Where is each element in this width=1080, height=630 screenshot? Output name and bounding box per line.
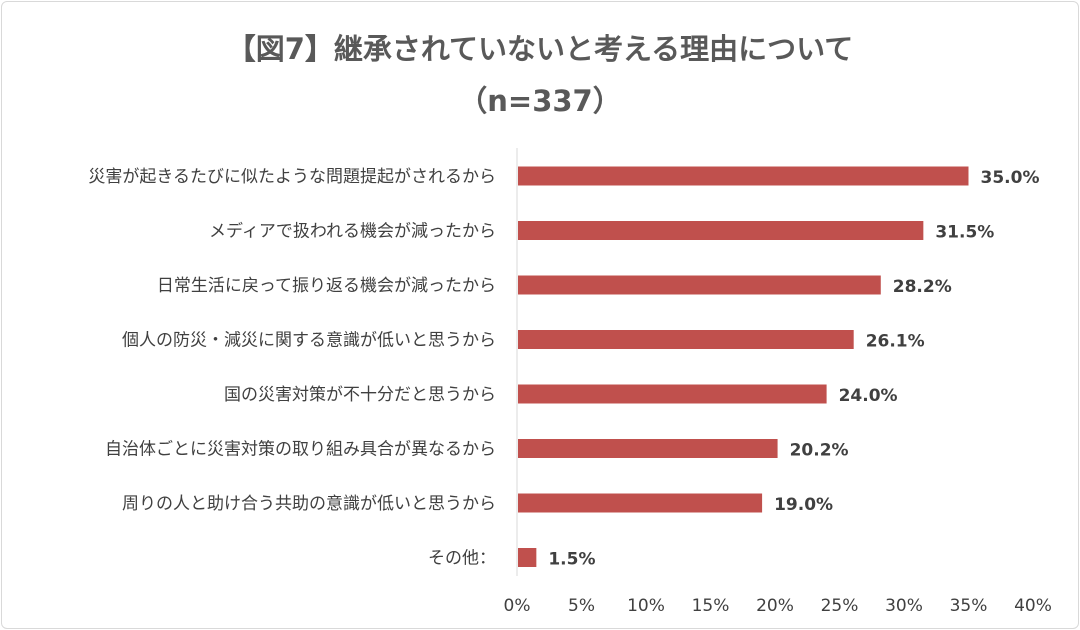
chart-title: 【図7】継承されていないと考える理由について [226,32,854,66]
bar [518,493,763,513]
bar [518,330,854,349]
category-label: その他： [428,549,496,569]
x-tick-label: 10% [627,596,665,616]
x-tick-label: 15% [692,596,730,616]
category-label: 日常生活に戻って振り返る機会が減ったから [157,276,496,296]
category-label: 周りの人と助け合う共助の意識が低いと思うから [122,494,496,514]
data-label: 19.0% [774,495,833,515]
chart-subtitle: （n=337） [458,84,622,118]
x-tick-label: 40% [1014,596,1052,616]
category-label: 個人の防災・減災に関する意識が低いと思うから [122,331,496,351]
bar [518,548,537,567]
x-tick-label: 35% [950,596,988,616]
x-tick-label: 25% [821,596,859,616]
x-tick-label: 0% [504,596,531,616]
data-label: 24.0% [839,386,898,406]
data-label: 26.1% [866,332,925,352]
bar [518,275,881,295]
category-label: 国の災害対策が不十分だと思うから [224,385,496,405]
bar [518,439,778,458]
x-tick-label: 20% [756,596,794,616]
data-label: 28.2% [893,277,952,297]
data-label: 35.0% [981,168,1040,188]
data-label: 20.2% [790,441,849,461]
bar [518,166,969,186]
bar [518,384,827,404]
bar [518,221,924,240]
x-tick-label: 5% [568,596,595,616]
x-tick-label: 30% [885,596,923,616]
data-label: 31.5% [935,223,994,243]
category-label: 災害が起きるたびに似たような問題提起がされるから [88,167,496,187]
category-label: メディアで扱われる機会が減ったから [209,221,496,242]
category-label: 自治体ごとに災害対策の取り組み具合が異なるから [105,440,496,460]
data-label: 1.5% [548,550,595,570]
